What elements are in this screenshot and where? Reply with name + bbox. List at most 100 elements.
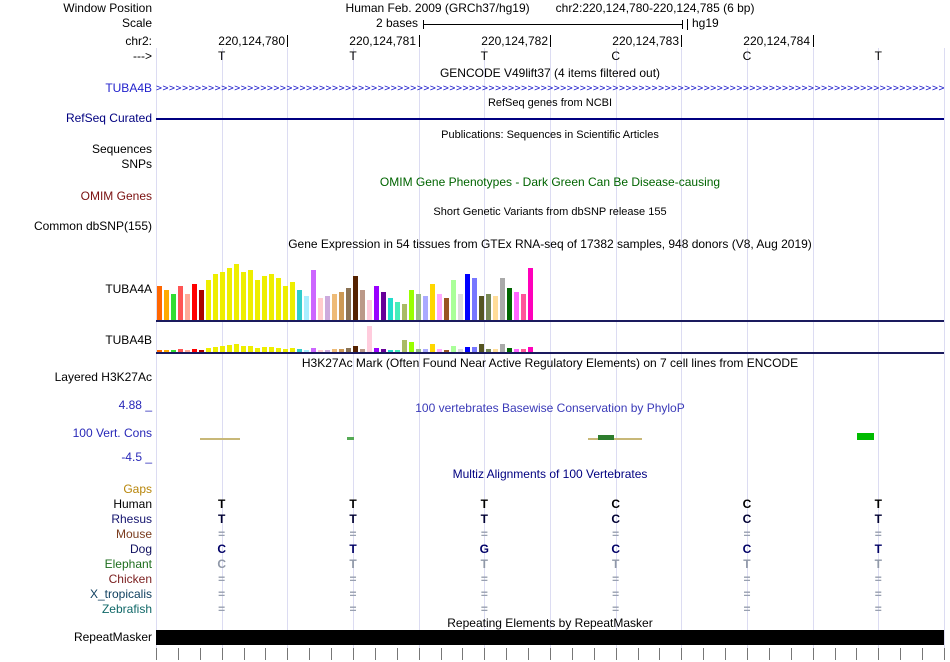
conservation-mark: [347, 437, 354, 440]
gtex-bar: [164, 350, 169, 352]
alignment-base: =: [349, 527, 357, 541]
species-label-rhesus[interactable]: Rhesus: [111, 512, 152, 526]
bottom-ruler-tick: [374, 648, 376, 660]
ruler-number: 220,124,780: [218, 34, 285, 48]
alignment-base: T: [874, 497, 882, 511]
common-dbsnp-label[interactable]: Common dbSNP(155): [33, 219, 152, 233]
assembly-tick: [687, 19, 688, 30]
species-label-zebrafish[interactable]: Zebrafish: [101, 602, 152, 616]
gtex-bar: [514, 292, 519, 320]
repeatmasker-track-title: Repeating Elements by RepeatMasker: [447, 616, 653, 630]
gtex-tuba4a-bars[interactable]: [157, 262, 537, 320]
bottom-ruler-tick: [703, 648, 705, 660]
gtex-tuba4b-bars[interactable]: [157, 326, 537, 352]
alignment-base: =: [349, 587, 357, 601]
gtex-bar: [269, 274, 274, 320]
species-label-gaps[interactable]: Gaps: [123, 482, 152, 496]
gtex-bar: [304, 350, 309, 352]
alignment-base: =: [349, 602, 357, 616]
snps-label[interactable]: SNPs: [121, 157, 152, 171]
gtex-bar: [367, 300, 372, 320]
gtex-bar: [325, 296, 330, 320]
alignment-base: C: [611, 512, 620, 526]
species-label-chicken[interactable]: Chicken: [108, 572, 152, 586]
gtex-bar: [486, 294, 491, 320]
alignment-base: =: [874, 572, 882, 586]
gencode-gene-label[interactable]: TUBA4B: [105, 81, 152, 95]
gtex-bar: [346, 348, 351, 352]
species-label-mouse[interactable]: Mouse: [115, 527, 152, 541]
bottom-ruler-tick: [834, 648, 836, 660]
gtex-bar: [157, 350, 162, 352]
alignment-base: T: [874, 542, 882, 556]
gtex-bar: [507, 288, 512, 320]
gencode-arrows[interactable]: >>>>>>>>>>>>>>>>>>>>>>>>>>>>>>>>>>>>>>>>…: [156, 83, 944, 94]
gtex-bar: [493, 349, 498, 352]
gtex-bar: [171, 294, 176, 320]
gtex-tuba4a-label[interactable]: TUBA4A: [105, 282, 152, 296]
gtex-tuba4a-baseline: [156, 320, 944, 322]
alignment-base: T: [874, 512, 882, 526]
refseq-gene-line[interactable]: [156, 118, 944, 120]
gtex-bar: [318, 350, 323, 352]
gtex-bar: [367, 326, 372, 352]
alignment-base: =: [874, 587, 882, 601]
gtex-bar: [388, 298, 393, 320]
gtex-bar: [311, 270, 316, 320]
gtex-bar: [290, 348, 295, 352]
alignment-base: =: [874, 602, 882, 616]
reference-base: T: [480, 49, 488, 63]
reference-base: T: [349, 49, 357, 63]
conservation-label[interactable]: 100 Vert. Cons: [72, 426, 152, 440]
gtex-bar: [472, 278, 477, 320]
gtex-bar: [430, 284, 435, 320]
gtex-bar: [248, 346, 253, 352]
gtex-bar: [402, 304, 407, 320]
gtex-bar: [374, 286, 379, 320]
alignment-base: T: [480, 512, 488, 526]
alignment-base: C: [742, 512, 752, 526]
gtex-bar: [220, 272, 225, 320]
gtex-bar: [409, 290, 414, 320]
alignment-base: =: [480, 602, 488, 616]
bottom-ruler-tick: [571, 648, 573, 660]
gtex-bar: [388, 350, 393, 352]
sequences-label[interactable]: Sequences: [91, 142, 152, 156]
alignment-base: =: [743, 572, 751, 586]
ruler-tick-mark: [550, 35, 551, 47]
alignment-base: T: [480, 557, 488, 571]
layered-h3k27ac-label[interactable]: Layered H3K27Ac: [54, 370, 152, 384]
alignment-base: T: [743, 557, 751, 571]
species-label-dog[interactable]: Dog: [129, 542, 152, 556]
gtex-bar: [332, 294, 337, 320]
gtex-bar: [444, 350, 449, 352]
bottom-ruler-tick: [353, 648, 354, 660]
repeatmasker-label[interactable]: RepeatMasker: [73, 630, 152, 644]
bottom-ruler-tick: [199, 648, 201, 660]
gtex-bar: [199, 350, 204, 352]
gtex-tuba4b-label[interactable]: TUBA4B: [105, 333, 152, 347]
scale-bar-right-tick: [682, 20, 683, 29]
gtex-bar: [465, 347, 470, 352]
alignment-base: =: [612, 572, 620, 586]
gtex-bar: [507, 348, 512, 352]
assembly-short-label: hg19: [692, 16, 719, 30]
gtex-bar: [220, 346, 225, 352]
bottom-ruler-tick: [440, 648, 442, 660]
alignment-row-mouse: = = = = = =: [156, 528, 944, 541]
ruler-tick-mark: [287, 35, 288, 47]
gtex-bar: [353, 276, 358, 320]
species-label-x_tropicalis[interactable]: X_tropicalis: [89, 587, 152, 601]
gtex-bar: [451, 280, 456, 320]
alignment-row-x_tropicalis: = = = = = =: [156, 588, 944, 601]
chrom-label: chr2:: [125, 34, 152, 48]
species-label-elephant[interactable]: Elephant: [104, 557, 152, 571]
repeatmasker-bar[interactable]: [156, 630, 944, 645]
omim-genes-label[interactable]: OMIM Genes: [80, 189, 152, 203]
species-label-human[interactable]: Human: [113, 497, 152, 511]
gtex-bar: [318, 298, 323, 320]
refseq-curated-label[interactable]: RefSeq Curated: [65, 111, 152, 125]
h3k27ac-track-title: H3K27Ac Mark (Often Found Near Active Re…: [301, 356, 799, 370]
